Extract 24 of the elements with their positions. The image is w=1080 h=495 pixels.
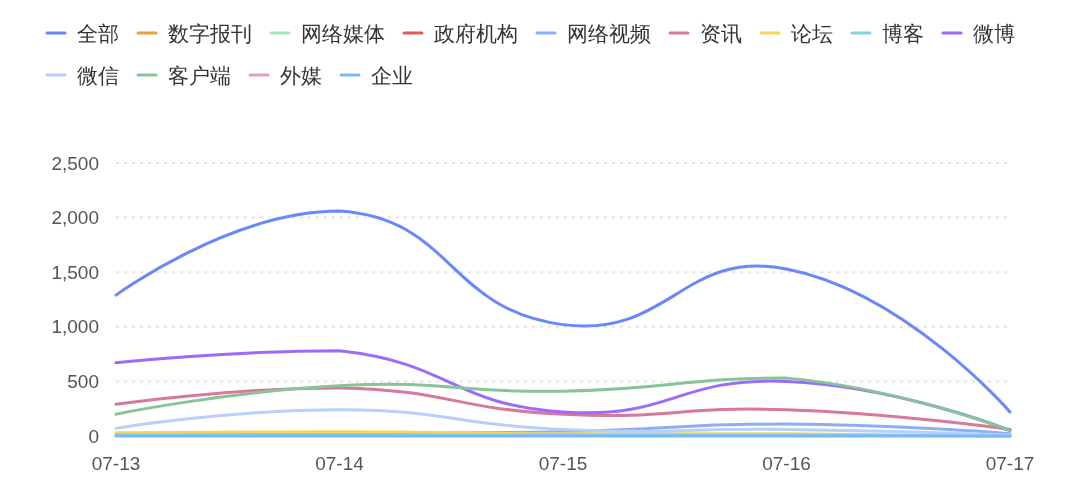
- x-tick-label: 07-14: [315, 452, 365, 474]
- y-tick-label: 2,000: [51, 207, 99, 229]
- legend-label: 全部: [77, 21, 119, 45]
- legend-label: 数字报刊: [168, 21, 252, 45]
- y-tick-label: 1,500: [51, 261, 99, 283]
- x-tick-label: 07-15: [538, 452, 588, 474]
- legend-label: 网络视频: [567, 21, 651, 45]
- legend-label: 论坛: [791, 21, 833, 45]
- y-tick-label: 1,000: [51, 316, 99, 338]
- x-tick-label: 07-16: [762, 452, 811, 474]
- y-tick-label: 0: [88, 425, 99, 447]
- legend-label: 微信: [77, 63, 119, 87]
- y-tick-label: 2,500: [51, 152, 99, 174]
- legend-label: 客户端: [168, 63, 231, 87]
- legend-label: 外媒: [280, 63, 322, 87]
- legend-label: 博客: [882, 21, 924, 45]
- legend-label: 企业: [371, 63, 413, 87]
- legend-label: 微博: [973, 21, 1015, 45]
- y-tick-label: 500: [67, 370, 99, 392]
- legend-label: 网络媒体: [301, 21, 385, 45]
- legend-label: 政府机构: [434, 21, 518, 45]
- legend-label: 资讯: [700, 21, 742, 45]
- x-tick-label: 07-17: [985, 452, 1035, 474]
- x-tick-label: 07-13: [91, 452, 141, 474]
